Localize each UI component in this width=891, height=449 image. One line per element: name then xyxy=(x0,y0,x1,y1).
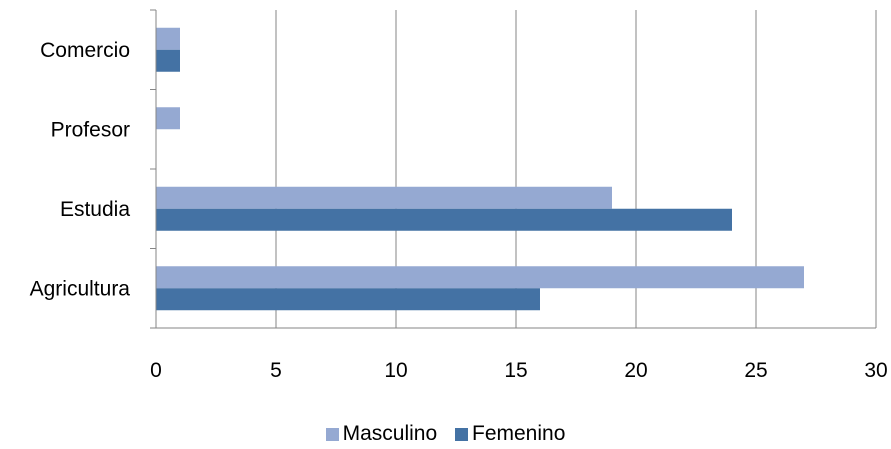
category-label-estudia: Estudia xyxy=(60,198,130,221)
x-tick-label-20: 20 xyxy=(624,359,647,382)
category-label-comercio: Comercio xyxy=(40,39,130,62)
x-tick-labels: 0 5 10 15 20 25 30 xyxy=(150,359,888,382)
x-tick-label-30: 30 xyxy=(864,359,887,382)
legend-item-femenino: Femenino xyxy=(455,422,565,446)
category-label-agricultura: Agricultura xyxy=(30,277,131,300)
x-tick-label-10: 10 xyxy=(384,359,407,382)
bar-femenino-estudia xyxy=(156,208,732,231)
x-tick-label-5: 5 xyxy=(270,359,282,382)
legend-item-masculino: Masculino xyxy=(325,422,438,446)
category-labels: Agricultura Estudia Profesor Comercio xyxy=(30,39,131,301)
bar-masculino-agricultura xyxy=(156,266,804,289)
legend-label-masculino: Masculino xyxy=(342,422,438,445)
x-tick-label-0: 0 xyxy=(150,359,162,382)
bar-masculino-estudia xyxy=(156,186,612,209)
bars xyxy=(156,27,804,311)
legend-label-femenino: Femenino xyxy=(472,422,566,445)
x-tick-label-25: 25 xyxy=(744,359,767,382)
axes xyxy=(150,9,876,329)
legend: Masculino Femenino xyxy=(0,422,891,447)
bar-femenino-agricultura xyxy=(156,288,540,311)
category-label-profesor: Profesor xyxy=(51,118,130,141)
bar-masculino-profesor xyxy=(156,107,180,130)
bar-femenino-comercio xyxy=(156,49,180,72)
legend-swatch-femenino xyxy=(455,427,468,441)
legend-swatch-masculino xyxy=(325,427,339,441)
x-tick-label-15: 15 xyxy=(504,359,527,382)
bar-masculino-comercio xyxy=(156,27,180,50)
